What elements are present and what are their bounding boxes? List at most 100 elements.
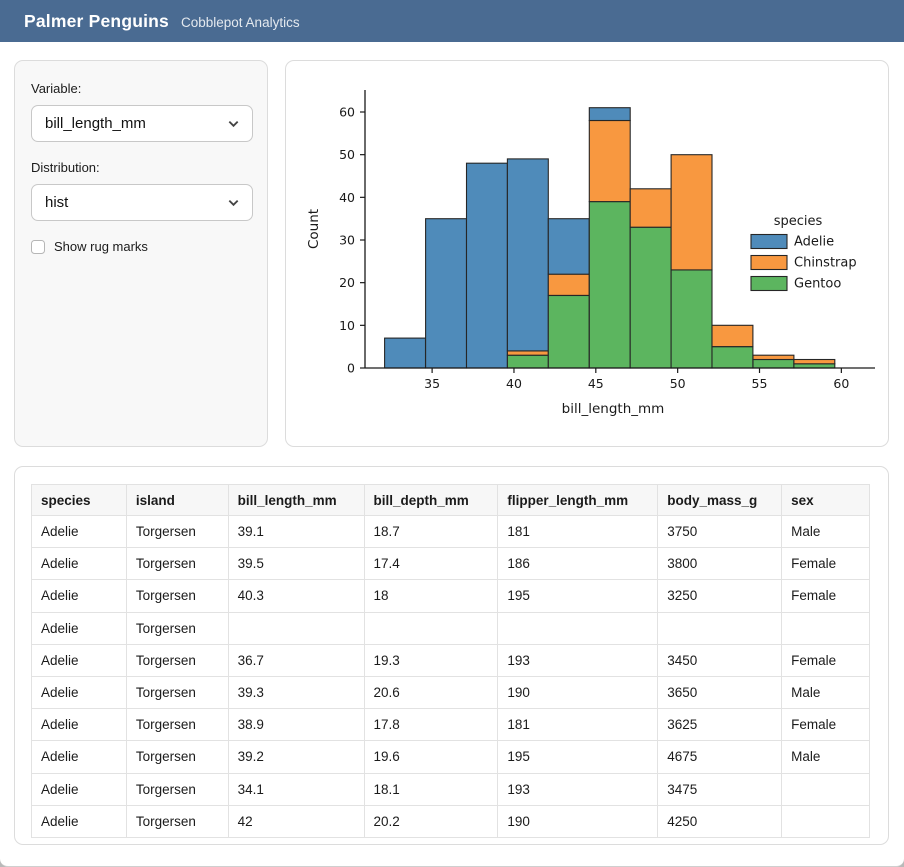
table-column-header: flipper_length_mm: [497, 484, 659, 516]
histogram-svg: 0 10 20 30 40 50 60 35 40 45 50 55 60 bill_length_mm C…: [306, 90, 875, 417]
hist-bar-segment-adelie: [384, 337, 427, 369]
y-tick-label: 40: [339, 190, 355, 205]
table-cell: 3800: [657, 547, 783, 581]
table-column-header: bill_length_mm: [227, 484, 365, 516]
table-column-header: bill_depth_mm: [363, 484, 499, 516]
hist-bar-segment-gentoo: [711, 346, 754, 369]
table-cell: 18: [363, 579, 499, 613]
controls-sidebar: Variable: bill_length_mm Distribution: h…: [14, 60, 268, 447]
hist-bar-segment-gentoo: [547, 294, 590, 369]
table-cell: 34.1: [227, 772, 365, 806]
x-tick-label: 60: [833, 376, 849, 391]
table-cell: 3650: [657, 675, 783, 710]
hist-bar-segment-adelie: [588, 107, 631, 122]
table-cell: Adelie: [31, 772, 127, 806]
table-row: Adelie Torgersen 40.3 18 195 3250 Female: [31, 579, 870, 613]
rug-checkbox-row: Show rug marks: [31, 239, 251, 254]
y-tick-label: 30: [339, 233, 355, 248]
table-cell: 18.7: [363, 514, 499, 549]
table-column-header: body_mass_g: [657, 484, 783, 516]
table-column-header: sex: [781, 484, 870, 516]
y-tick-label: 10: [339, 318, 355, 333]
table-cell: 19.6: [363, 740, 499, 774]
x-axis-label: bill_length_mm: [562, 401, 665, 417]
hist-bar-segment-adelie: [506, 158, 549, 352]
table-cell: 18.1: [363, 772, 499, 806]
y-tick-label: 50: [339, 147, 355, 162]
hist-bar-segment-chinstrap: [711, 324, 754, 348]
table-cell: 39.5: [227, 547, 365, 581]
x-tick-label: 45: [588, 376, 604, 391]
table-cell: Adelie: [31, 514, 127, 549]
table-cell: Female: [781, 708, 870, 742]
table-row: Adelie Torgersen 36.7 19.3 193 3450 Female: [31, 643, 870, 677]
table-cell: Torgersen: [125, 772, 229, 806]
rug-checkbox[interactable]: [31, 239, 45, 254]
legend-swatch-chinstrap: [750, 254, 788, 271]
table-cell: Torgersen: [125, 611, 229, 645]
table-cell: Torgersen: [125, 579, 229, 613]
table-cell: Adelie: [31, 547, 127, 581]
distribution-select[interactable]: hist: [31, 184, 253, 221]
x-tick-label: 35: [424, 376, 440, 391]
app-navbar: Palmer Penguins Cobblepot Analytics: [0, 0, 904, 42]
table-cell: 38.9: [227, 708, 365, 742]
table-cell: Adelie: [31, 611, 127, 645]
table-cell: [227, 611, 365, 645]
hist-bar-segment-chinstrap: [670, 154, 713, 271]
penguins-table: species island bill_length_mm bill_depth_mm…: [31, 484, 870, 838]
y-tick-label: 60: [339, 105, 355, 120]
chevron-down-icon: [228, 120, 239, 128]
app-title: Palmer Penguins: [24, 10, 169, 31]
table-cell: 4250: [657, 804, 783, 838]
hist-bar-segment-adelie: [465, 162, 508, 369]
y-tick-label: 0: [347, 361, 355, 376]
hist-bar-segment-chinstrap: [793, 358, 836, 365]
table-cell: 181: [497, 708, 659, 742]
x-tick-label: 50: [670, 376, 686, 391]
hist-bar-segment-chinstrap: [629, 188, 672, 228]
table-cell: 40.3: [227, 579, 365, 613]
table-cell: 17.4: [363, 547, 499, 581]
hist-bar-segment-adelie: [425, 218, 468, 369]
x-tick-label: 40: [506, 376, 522, 391]
table-cell: [657, 611, 783, 645]
table-cell: 195: [497, 740, 659, 774]
table-header: species island bill_length_mm bill_depth_mm…: [31, 484, 870, 516]
table-cell: 190: [497, 675, 659, 710]
table-cell: 3625: [657, 708, 783, 742]
table-cell: Adelie: [31, 643, 127, 677]
distribution-select-label: Distribution:: [31, 160, 100, 175]
legend-label-chinstrap: Chinstrap: [794, 256, 857, 271]
table-cell: Torgersen: [125, 547, 229, 581]
hist-bar-segment-adelie: [547, 218, 590, 275]
table-cell: [781, 611, 870, 645]
variable-select[interactable]: bill_length_mm: [31, 105, 253, 142]
legend-swatch-adelie: [750, 233, 788, 250]
x-tick-label: 55: [752, 376, 768, 391]
table-cell: Male: [781, 740, 870, 774]
table-row: Adelie Torgersen 39.3 20.6 190 3650 Male: [31, 675, 870, 710]
table-cell: 39.1: [227, 514, 365, 549]
table-cell: 195: [497, 579, 659, 613]
table-cell: 3250: [657, 579, 783, 613]
table-row: Adelie Torgersen 42 20.2 190 4250: [31, 804, 870, 838]
variable-select-label: Variable:: [31, 81, 82, 96]
table-cell: Female: [781, 579, 870, 613]
legend-label-gentoo: Gentoo: [794, 277, 841, 292]
hist-bar-segment-gentoo: [629, 226, 672, 369]
table-row: Adelie Torgersen 34.1 18.1 193 3475: [31, 772, 870, 806]
table-cell: Torgersen: [125, 740, 229, 774]
chevron-down-icon: [228, 199, 239, 207]
table-cell: Male: [781, 675, 870, 710]
y-tick-label: 20: [339, 275, 355, 290]
table-cell: Torgersen: [125, 643, 229, 677]
y-axis-label: Count: [306, 209, 322, 249]
app-subtitle: Cobblepot Analytics: [181, 14, 300, 30]
table-cell: [497, 611, 659, 645]
hist-bar-segment-gentoo: [752, 358, 795, 369]
hist-bar-segment-gentoo: [588, 201, 631, 369]
hist-bar-segment-chinstrap: [588, 119, 631, 203]
table-row: Adelie Torgersen: [31, 611, 870, 645]
table-cell: Adelie: [31, 804, 127, 838]
